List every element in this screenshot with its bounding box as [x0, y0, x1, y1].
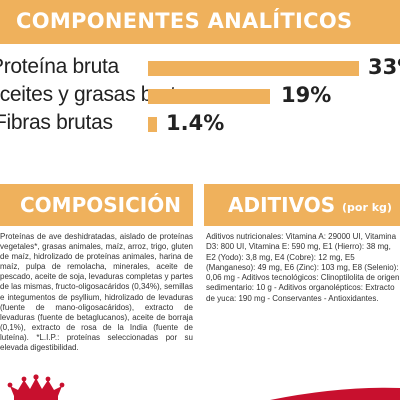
additives-title: ADITIVOS — [228, 193, 336, 217]
composition-title: COMPOSICIÓN — [20, 193, 181, 217]
additives-text: Aditivos nutricionales: Vitamina A: 2900… — [206, 232, 400, 303]
nutrient-value: 33% — [368, 55, 400, 79]
nutrient-bar — [148, 89, 270, 104]
nutrient-row-protein: Proteína bruta 33% — [0, 55, 400, 81]
additives-subtitle: (por kg) — [342, 201, 392, 214]
nutrient-row-fats: Aceites y grasas brutos 19% — [0, 83, 400, 109]
nutrient-label: Proteína bruta — [0, 55, 119, 78]
analytic-components-header: COMPONENTES ANALÍTICOS — [0, 0, 400, 44]
footer-accent-decoration — [270, 384, 400, 400]
nutrient-value: 19% — [281, 83, 332, 107]
composition-text: Proteínas de ave deshidratadas, aislado … — [0, 232, 193, 353]
nutrient-bar — [148, 117, 157, 132]
composition-header: COMPOSICIÓN — [0, 184, 193, 226]
nutrient-row-fiber: Fibras brutas 1.4% — [0, 111, 400, 137]
nutrient-label: Fibras brutas — [0, 111, 113, 134]
royal-canin-crown-logo-icon — [0, 366, 72, 400]
nutrient-bar — [148, 61, 359, 76]
nutrient-value: 1.4% — [166, 111, 225, 135]
header-title: COMPONENTES ANALÍTICOS — [16, 9, 353, 33]
additives-header: ADITIVOS (por kg) — [204, 184, 400, 226]
